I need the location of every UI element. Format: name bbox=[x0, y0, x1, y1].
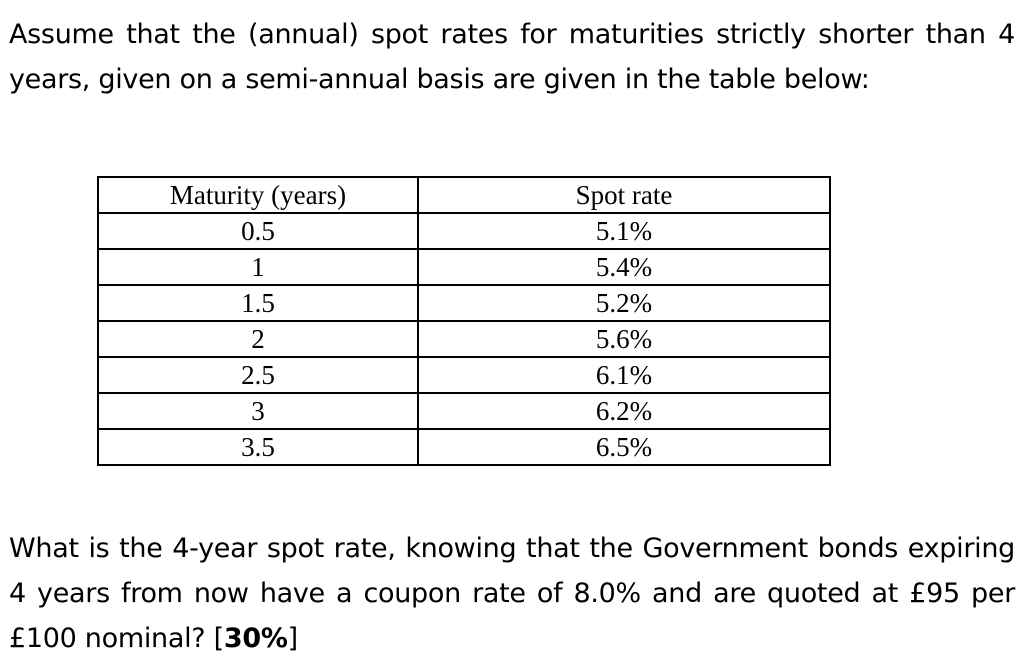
spot-rate-cell: 5.4% bbox=[417, 248, 831, 286]
maturity-cell: 0.5 bbox=[97, 212, 419, 250]
table-row: 0.5 5.1% bbox=[97, 212, 831, 250]
spot-rate-table: Maturity (years) Spot rate 0.5 5.1% 1 5.… bbox=[97, 176, 831, 466]
maturity-cell: 3.5 bbox=[97, 428, 419, 466]
maturity-cell: 2 bbox=[97, 320, 419, 358]
spot-rate-table-container: Maturity (years) Spot rate 0.5 5.1% 1 5.… bbox=[97, 176, 831, 466]
table-row: 2 5.6% bbox=[97, 320, 831, 358]
maturity-cell: 1.5 bbox=[97, 284, 419, 322]
maturity-cell: 1 bbox=[97, 248, 419, 286]
spot-rate-cell: 6.2% bbox=[417, 392, 831, 430]
question-paragraph: What is the 4-year spot rate, knowing th… bbox=[9, 526, 1015, 661]
header-spot-rate: Spot rate bbox=[417, 176, 831, 214]
spot-rate-cell: 6.5% bbox=[417, 428, 831, 466]
table-row: 1.5 5.2% bbox=[97, 284, 831, 322]
question-text: What is the 4-year spot rate, knowing th… bbox=[9, 533, 1015, 654]
spot-rate-cell: 5.6% bbox=[417, 320, 831, 358]
maturity-cell: 2.5 bbox=[97, 356, 419, 394]
spot-rate-cell: 5.1% bbox=[417, 212, 831, 250]
question-close-bracket: ] bbox=[287, 623, 299, 654]
intro-paragraph: Assume that the (annual) spot rates for … bbox=[9, 19, 1015, 95]
table-row: 2.5 6.1% bbox=[97, 356, 831, 394]
question-weight: 30% bbox=[223, 623, 288, 654]
table-header-row: Maturity (years) Spot rate bbox=[97, 176, 831, 214]
spot-rate-cell: 5.2% bbox=[417, 284, 831, 322]
table-row: 3.5 6.5% bbox=[97, 428, 831, 466]
header-maturity: Maturity (years) bbox=[97, 176, 419, 214]
table-row: 3 6.2% bbox=[97, 392, 831, 430]
table-row: 1 5.4% bbox=[97, 248, 831, 286]
spot-rate-cell: 6.1% bbox=[417, 356, 831, 394]
maturity-cell: 3 bbox=[97, 392, 419, 430]
